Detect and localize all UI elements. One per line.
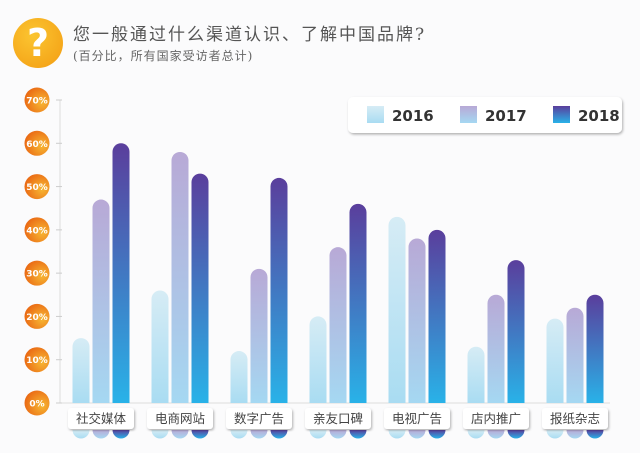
bar-cap-2016 [546,430,564,439]
chart-subtitle: (百分比，所有国家受访者总计) [73,49,254,63]
bar-2017 [92,199,110,403]
category-label-box [68,408,134,429]
x-tick-label: 店内推广 [471,411,521,426]
legend-swatch-2018 [553,106,570,123]
bar-2016 [151,290,169,403]
bar-cap-2016 [230,430,248,439]
category-label-box [226,408,292,429]
bar-cap-2016 [388,430,406,439]
bar-cap-2018 [191,430,209,439]
category-label-box [542,408,608,429]
bar-cap-2016 [309,430,327,439]
y-tick-badge [24,130,50,156]
y-tick-label: 30% [26,270,48,280]
bar-cap-2017 [92,430,110,439]
bar-cap-2017 [408,430,426,439]
bar-2018 [112,143,130,404]
bar-cap-2016 [151,430,169,439]
legend-label: 2017 [485,107,527,125]
bar-cap-2018 [586,430,604,439]
y-tick-badge [24,260,50,286]
bar-2018 [270,177,288,403]
bar-cap-2017 [329,430,347,439]
bar-2016 [388,216,406,403]
bar-2017 [171,151,189,403]
category-label-box [305,408,371,429]
x-tick-label: 亲友口碑 [313,411,363,426]
question-mark-icon: ? [13,18,63,68]
x-tick-label: 社交媒体 [76,411,127,426]
y-tick-badge [24,174,50,200]
legend-swatch-2016 [367,106,384,123]
bar-cap-2017 [171,430,189,439]
x-tick-label: 数字广告 [234,411,284,426]
bar-cap-2017 [566,430,584,439]
y-tick-badge [24,347,50,373]
y-tick-badge [24,217,50,243]
chart-title: 您一般通过什么渠道认识、了解中国品牌? [73,25,427,45]
bar-cap-2018 [507,430,525,439]
y-tick-label: 60% [26,140,48,150]
y-tick-label: 20% [26,313,48,323]
y-tick-label: 10% [26,356,48,366]
bar-2018 [428,229,446,403]
bar-2018 [507,260,525,403]
bar-cap-2018 [112,430,130,439]
bar-2017 [329,247,347,403]
bar-cap-2018 [428,430,446,439]
bar-2017 [408,238,426,403]
legend-swatch-2017 [460,106,477,123]
bar-2017 [487,294,505,403]
bar-2016 [467,346,485,403]
y-tick-badge [24,390,50,416]
bar-2016 [230,351,248,403]
y-tick-badge [24,303,50,329]
bar-cap-2017 [250,430,268,439]
y-tick-label: 40% [26,226,48,236]
bar-cap-2016 [72,430,90,439]
bar-cap-2018 [270,430,288,439]
y-tick-badge [24,87,50,113]
y-tick-label: 70% [26,97,48,107]
bar-2018 [191,173,209,403]
x-tick-label: 报纸杂志 [550,411,600,426]
bar-cap-2016 [467,430,485,439]
y-tick-label: 0% [29,400,44,410]
category-label-box [147,408,213,429]
bar-cap-2017 [487,430,505,439]
x-tick-label: 电商网站 [155,411,205,426]
bar-2016 [72,338,90,403]
bar-2018 [349,203,367,403]
bar-2016 [309,316,327,403]
bar-2018 [586,294,604,403]
bar-2017 [250,268,268,403]
legend-label: 2018 [578,107,620,125]
bar-cap-2018 [349,430,367,439]
category-label-box [384,408,450,429]
bar-2016 [546,318,564,403]
y-tick-label: 50% [26,183,48,193]
x-tick-label: 电视广告 [392,411,442,426]
category-label-box [463,408,529,429]
bar-2017 [566,307,584,403]
legend-label: 2016 [392,107,434,125]
